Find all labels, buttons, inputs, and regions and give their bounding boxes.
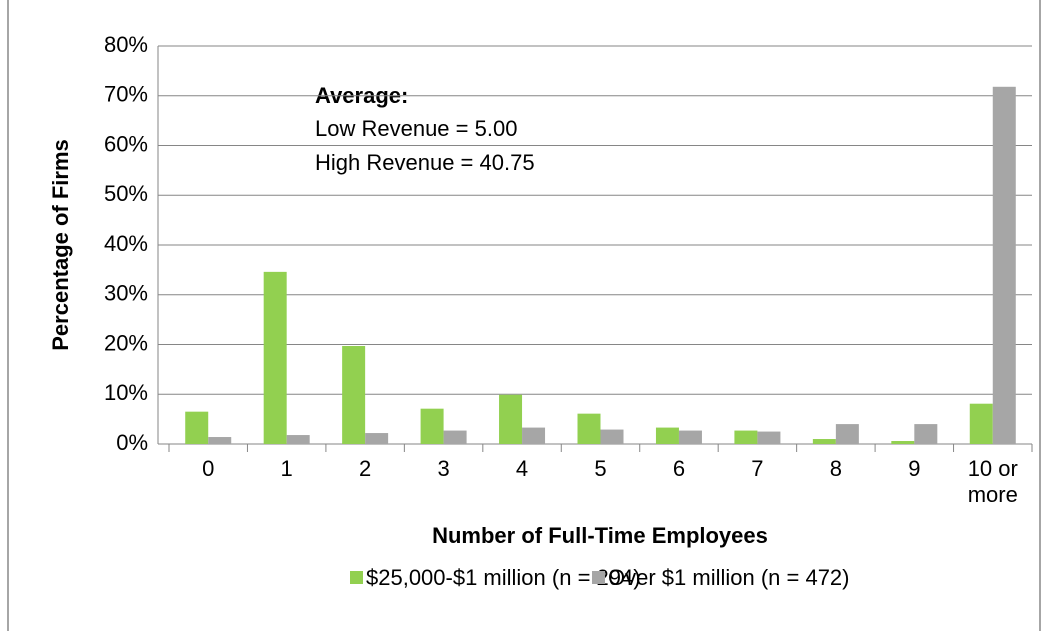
y-tick-label: 0% [116,430,148,455]
bar [522,427,546,444]
x-tick-label: 6 [672,456,686,481]
x-tick-label-box: 4 [515,456,529,481]
annotation: Low Revenue = 5.00 [315,116,517,141]
y-tick-label: 10% [104,380,148,405]
x-tick-label-box: 7 [751,456,764,481]
x-tick-label-box: 0 [202,456,215,481]
bar [992,86,1016,445]
legend-swatch [350,571,363,584]
x-tick-label: 3 [437,456,450,481]
bar [600,429,624,444]
x-tick-label-box: 8 [829,456,842,481]
y-tick-label: 60% [104,131,148,156]
bar [655,427,679,444]
bar [263,271,287,444]
bar [835,424,859,444]
x-tick-label: 2 [359,456,372,481]
y-tick-label: 20% [104,330,148,355]
bar [286,435,310,444]
y-tick-label: 70% [104,82,148,107]
annotation: High Revenue = 40.75 [315,150,535,175]
x-tick-label-box: 1 [280,456,293,481]
x-tick-label: 1 [280,456,293,481]
x-tick-label-box: 10 or more [967,456,1018,507]
bar [208,437,232,444]
y-tick-label: 50% [104,181,148,206]
bar [342,345,366,444]
bar [757,431,781,444]
bar [891,441,915,444]
x-tick-label: 5 [594,456,607,481]
x-tick-label: 9 [908,456,921,481]
y-tick-label: 40% [104,231,148,256]
x-tick-label-box: 9 [908,456,921,481]
bar [443,430,467,444]
bar [577,413,601,444]
y-tick-label: 30% [104,281,148,306]
bar [499,394,523,444]
bar [734,430,758,444]
x-tick-label: 10 or more [967,456,1018,507]
legend-swatch [592,571,605,584]
x-tick-label-box: 6 [672,456,686,481]
x-tick-label: 7 [751,456,764,481]
x-tick-label-box: 5 [594,456,607,481]
bar [969,403,993,444]
y-axis-label: Percentage of Firms [48,139,73,351]
x-tick-label: 0 [202,456,215,481]
x-tick-label: 8 [829,456,842,481]
x-tick-label-box: 3 [437,456,450,481]
x-tick-label: 4 [515,456,529,481]
bar [185,411,209,444]
x-tick-label-box: 2 [359,456,372,481]
bar [365,433,389,444]
y-tick-label: 80% [104,32,148,57]
bar [678,430,702,444]
bar [812,439,836,444]
legend-label: Over $1 million (n = 472) [608,565,850,590]
bar [420,408,444,444]
bar [914,424,938,444]
chart-border [7,0,1041,631]
x-axis-label: Number of Full-Time Employees [432,523,768,548]
